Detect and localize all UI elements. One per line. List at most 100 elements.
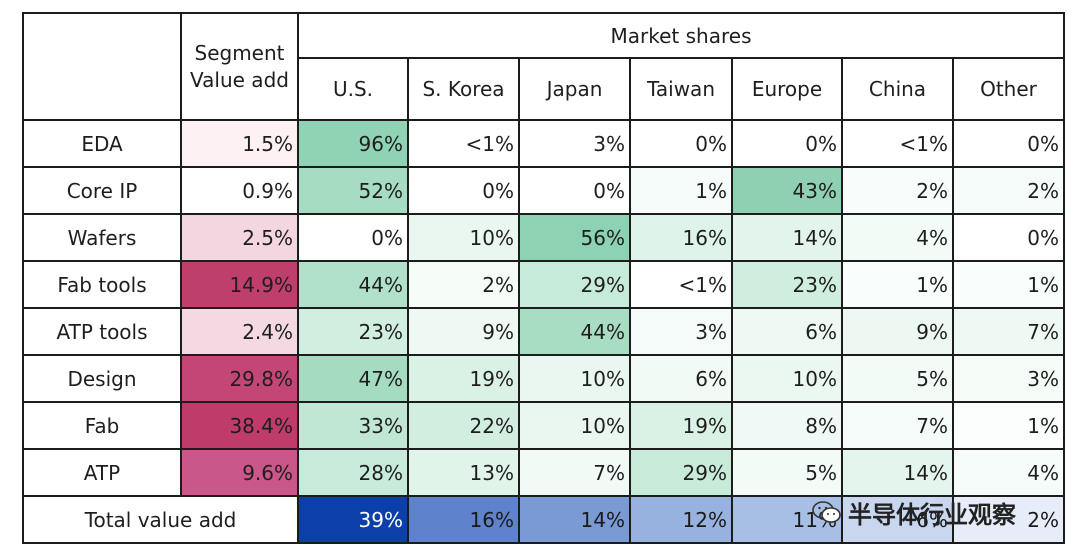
segment-value-add-cell: 9.6% — [180, 448, 299, 497]
market-share-cell: 10% — [518, 354, 631, 403]
column-header: U.S. — [297, 57, 409, 121]
market-share-cell: 2% — [407, 260, 520, 309]
market-share-cell: 5% — [731, 448, 843, 497]
market-share-cell: 7% — [518, 448, 631, 497]
market-share-cell: 33% — [297, 401, 409, 450]
market-share-cell: 9% — [407, 307, 520, 356]
market-share-cell: 0% — [629, 119, 733, 168]
market-share-cell: 0% — [952, 119, 1065, 168]
market-share-cell: 23% — [731, 260, 843, 309]
market-share-cell: 10% — [518, 401, 631, 450]
column-header: S. Korea — [407, 57, 520, 121]
market-share-cell: 16% — [629, 213, 733, 262]
market-share-cell: 29% — [518, 260, 631, 309]
row-label: Design — [22, 354, 182, 403]
row-label: Fab — [22, 401, 182, 450]
segment-value-add-cell: 38.4% — [180, 401, 299, 450]
market-share-cell: 0% — [518, 166, 631, 215]
market-share-table: Segment Value add Market shares U.S. S. K… — [22, 12, 1065, 544]
market-share-cell: 4% — [952, 448, 1065, 497]
market-share-cell: <1% — [629, 260, 733, 309]
total-share-cell: 2% — [952, 495, 1065, 544]
market-share-cell: 14% — [841, 448, 954, 497]
row-label: ATP tools — [22, 307, 182, 356]
market-share-cell: 44% — [297, 260, 409, 309]
market-share-cell: 6% — [629, 354, 733, 403]
market-share-cell: 5% — [841, 354, 954, 403]
segment-value-add-cell: 0.9% — [180, 166, 299, 215]
market-share-cell: 3% — [629, 307, 733, 356]
market-share-cell: 29% — [629, 448, 733, 497]
total-share-cell: 16% — [407, 495, 520, 544]
segment-value-add-cell: 29.8% — [180, 354, 299, 403]
market-share-cell: 19% — [407, 354, 520, 403]
market-share-cell: 28% — [297, 448, 409, 497]
market-share-cell: 44% — [518, 307, 631, 356]
table-row: Design 29.8% 47% 19% 10% 6% 10% 5% 3% — [22, 354, 1065, 403]
market-share-cell: 10% — [731, 354, 843, 403]
row-label: Core IP — [22, 166, 182, 215]
segment-header-line2: Value add — [190, 67, 289, 92]
market-share-cell: 56% — [518, 213, 631, 262]
market-share-cell: 1% — [952, 260, 1065, 309]
segment-value-add-cell: 1.5% — [180, 119, 299, 168]
total-share-cell: 14% — [518, 495, 631, 544]
row-label: Wafers — [22, 213, 182, 262]
segment-value-add-cell: 2.4% — [180, 307, 299, 356]
market-share-cell: 2% — [841, 166, 954, 215]
market-share-cell: 6% — [731, 307, 843, 356]
market-share-cell: 10% — [407, 213, 520, 262]
market-share-cell: 0% — [407, 166, 520, 215]
market-share-cell: 9% — [841, 307, 954, 356]
table-row: Fab 38.4% 33% 22% 10% 19% 8% 7% 1% — [22, 401, 1065, 450]
total-share-cell: 6% — [841, 495, 954, 544]
row-label: ATP — [22, 448, 182, 497]
row-label: EDA — [22, 119, 182, 168]
market-share-cell: 3% — [952, 354, 1065, 403]
market-share-cell: <1% — [407, 119, 520, 168]
column-header: Taiwan — [629, 57, 733, 121]
market-share-cell: 8% — [731, 401, 843, 450]
segment-value-add-header: Segment Value add — [180, 12, 299, 121]
market-share-cell: 43% — [731, 166, 843, 215]
market-share-cell: 22% — [407, 401, 520, 450]
segment-value-add-cell: 2.5% — [180, 213, 299, 262]
market-share-cell: 96% — [297, 119, 409, 168]
segment-header-line1: Segment — [194, 40, 285, 65]
market-share-cell: 52% — [297, 166, 409, 215]
market-share-cell: 1% — [841, 260, 954, 309]
total-share-cell: 39% — [297, 495, 409, 544]
market-shares-header: Market shares — [297, 12, 1065, 59]
table-row: Fab tools 14.9% 44% 2% 29% <1% 23% 1% 1% — [22, 260, 1065, 309]
market-share-cell: <1% — [841, 119, 954, 168]
market-share-cell: 47% — [297, 354, 409, 403]
total-share-cell: 11% — [731, 495, 843, 544]
market-share-cell: 7% — [952, 307, 1065, 356]
market-share-cell: 13% — [407, 448, 520, 497]
market-share-cell: 0% — [297, 213, 409, 262]
table-row: ATP 9.6% 28% 13% 7% 29% 5% 14% 4% — [22, 448, 1065, 497]
market-share-cell: 1% — [629, 166, 733, 215]
market-share-cell: 23% — [297, 307, 409, 356]
total-share-cell: 12% — [629, 495, 733, 544]
market-share-cell: 3% — [518, 119, 631, 168]
market-share-cell: 2% — [952, 166, 1065, 215]
row-label: Fab tools — [22, 260, 182, 309]
total-row: Total value add 39% 16% 14% 12% 11% 6% 2% — [22, 495, 1065, 544]
market-share-cell: 0% — [731, 119, 843, 168]
segment-value-add-cell: 14.9% — [180, 260, 299, 309]
market-share-cell: 4% — [841, 213, 954, 262]
total-label: Total value add — [22, 495, 299, 544]
column-header: China — [841, 57, 954, 121]
table-row: Core IP 0.9% 52% 0% 0% 1% 43% 2% 2% — [22, 166, 1065, 215]
table-row: ATP tools 2.4% 23% 9% 44% 3% 6% 9% 7% — [22, 307, 1065, 356]
market-share-cell: 14% — [731, 213, 843, 262]
market-share-cell: 19% — [629, 401, 733, 450]
table-row: Wafers 2.5% 0% 10% 56% 16% 14% 4% 0% — [22, 213, 1065, 262]
table-row: EDA 1.5% 96% <1% 3% 0% 0% <1% 0% — [22, 119, 1065, 168]
column-header: Europe — [731, 57, 843, 121]
market-share-cell: 7% — [841, 401, 954, 450]
market-share-cell: 0% — [952, 213, 1065, 262]
column-header: Other — [952, 57, 1065, 121]
corner-cell — [22, 12, 182, 121]
